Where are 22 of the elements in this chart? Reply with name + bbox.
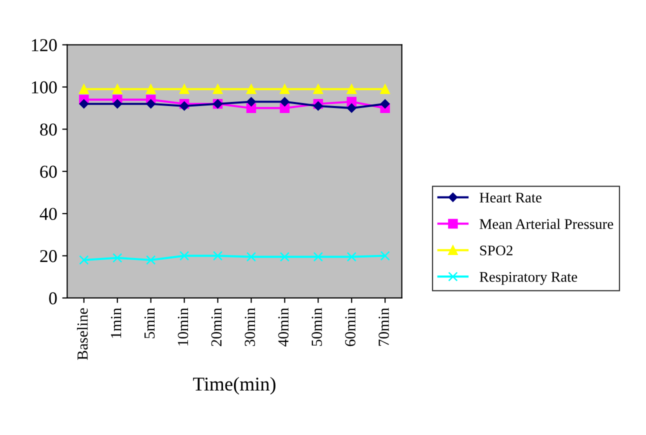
x-tick-label: 1min: [110, 308, 122, 338]
y-tick-label: 100: [32, 81, 57, 94]
x-tick-label: 30min: [244, 308, 256, 346]
x-tick-label: 5min: [144, 308, 155, 338]
x-axis-title: Time(min): [193, 376, 276, 395]
y-tick-label: 60: [40, 166, 57, 178]
y-tick-label: 80: [40, 123, 57, 136]
x-tick-label: Baseline: [76, 308, 88, 360]
x-tick-label: 20min: [211, 308, 222, 346]
legend-label: Heart Rate: [480, 192, 542, 203]
y-tick-label: 120: [32, 39, 57, 52]
y-tick-label: 40: [40, 208, 57, 220]
x-tick-label: 10min: [178, 308, 188, 346]
legend-label: Mean Arterial Pressure: [480, 218, 614, 229]
legend-label: Respiratory Rate: [480, 272, 578, 285]
x-tick-label: 70min: [378, 308, 389, 346]
x-tick-label: 40min: [278, 308, 289, 346]
y-tick-label: 0: [49, 292, 57, 304]
x-tick-label: 60min: [345, 308, 356, 346]
x-tick-label: 50min: [312, 308, 322, 346]
legend-label: SPO2: [480, 246, 512, 256]
y-tick-label: 20: [40, 250, 57, 262]
